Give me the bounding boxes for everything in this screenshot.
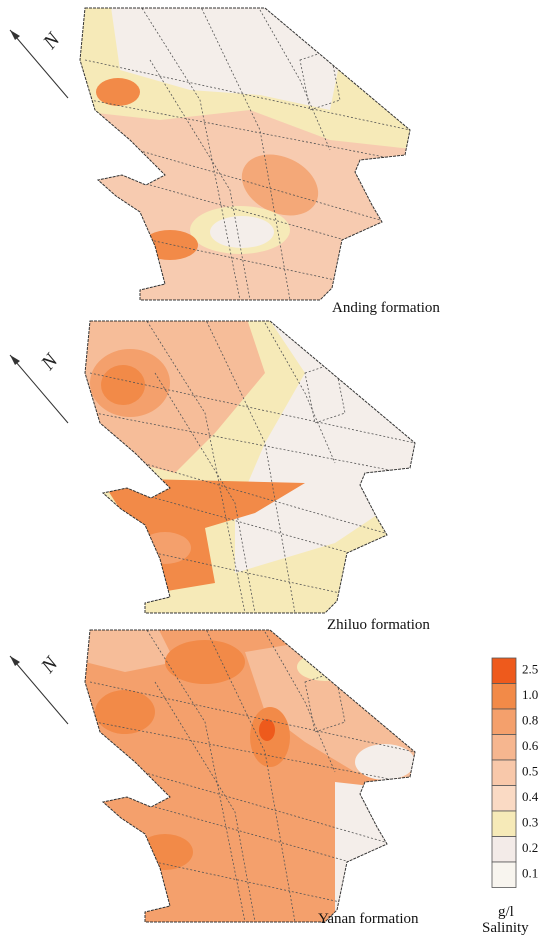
legend-label: 0.6 [522, 738, 539, 753]
legend-label: 0.2 [522, 840, 538, 855]
legend-swatch [491, 759, 517, 786]
legend-label: 1.0 [522, 687, 538, 702]
north-label: N [38, 28, 65, 54]
legend-swatch [491, 683, 517, 710]
legend: g/l Salinity 2.5 1.0 0.8 0.6 0.5 0.4 0.3 0.2 0.1 [482, 657, 539, 936]
legend-swatch [491, 708, 517, 735]
map-panel: N Anding formation [9, 7, 440, 316]
legend-label: 0.5 [522, 764, 538, 779]
legend-swatch [491, 810, 517, 837]
panel-caption: Yanan formation [318, 911, 419, 927]
legend-title: Salinity [482, 920, 529, 936]
north-label: N [36, 652, 63, 678]
legend-unit: g/l [498, 904, 514, 920]
panel-caption: Zhiluo formation [327, 617, 430, 633]
legend-label: 0.1 [522, 866, 538, 881]
legend-swatch [491, 785, 517, 812]
legend-label: 2.5 [522, 662, 538, 677]
north-label: N [36, 349, 63, 375]
map-panel: N Zhiluo formation [9, 320, 430, 633]
legend-label: 0.8 [522, 713, 538, 728]
panel-caption: Anding formation [332, 300, 440, 316]
map-panel: N Yanan formation [9, 629, 419, 927]
legend-label: 0.4 [522, 789, 539, 804]
legend-label: 0.3 [522, 815, 538, 830]
legend-swatch [491, 861, 517, 888]
legend-swatch [491, 734, 517, 761]
legend-swatch [491, 657, 517, 684]
legend-swatch [491, 836, 517, 863]
